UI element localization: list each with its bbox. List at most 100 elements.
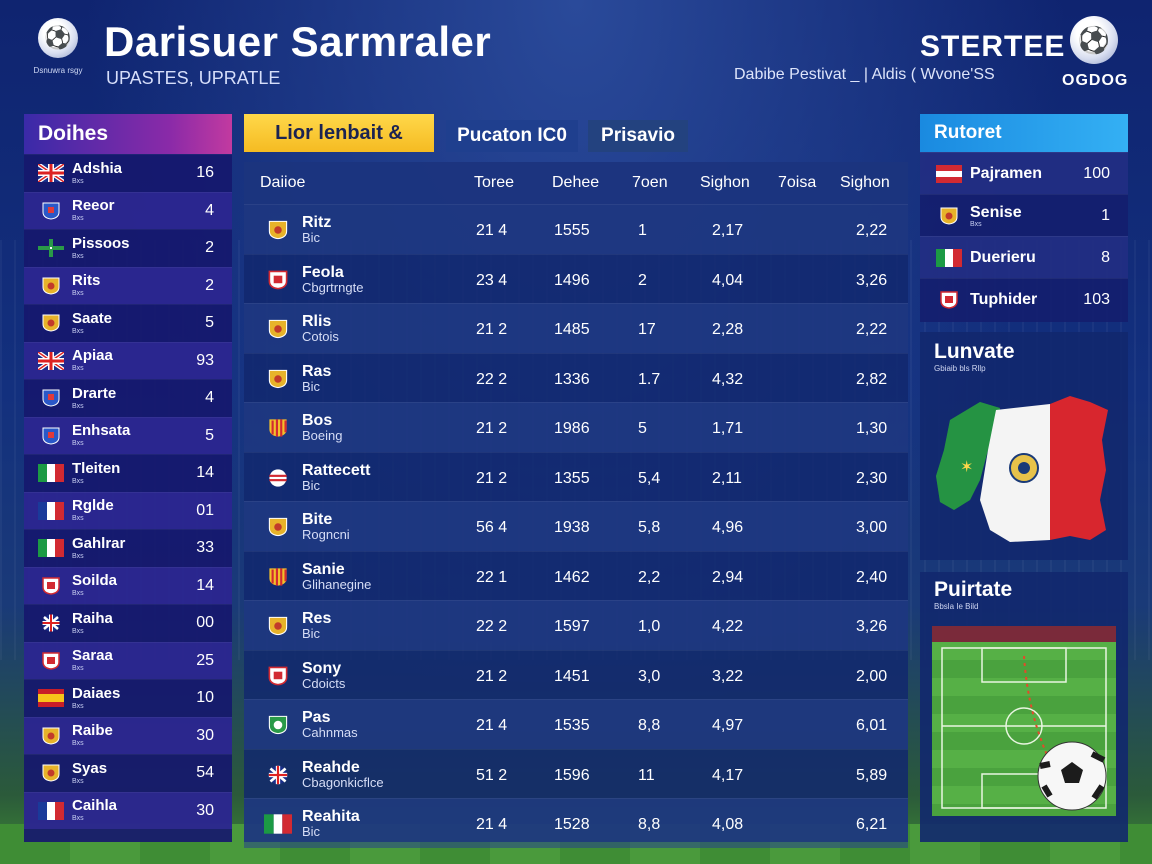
list-item-name: Rits — [72, 272, 101, 290]
list-item[interactable]: Tleiten Bxs 14 — [24, 454, 232, 492]
column-header[interactable]: 7oen — [632, 174, 668, 191]
ranking-item-name: Pajramen — [970, 165, 1043, 182]
list-item-name: Daiaes — [72, 684, 121, 702]
list-item[interactable]: Adshia Bxs 16 — [24, 154, 232, 192]
team-sub: Bic — [302, 378, 321, 394]
table-header: Daiioe Toree Dehee 7oen Sighon 7oisa Sig… — [244, 162, 908, 204]
standings-table: Daiioe Toree Dehee 7oen Sighon 7oisa Sig… — [244, 162, 908, 848]
list-item-sub: Bxs — [72, 177, 84, 185]
table-row[interactable]: Feola Cbgrtrngte 23 4 1496 2 4,04 3,26 — [244, 253, 908, 304]
table-cell: 4,08 — [712, 816, 744, 833]
left-panel: Doihes Adshia Bxs 16 Reeor Bxs 4 Pissoos Bxs 2 Ri… — [24, 114, 232, 842]
italy-flag-icon — [936, 248, 962, 267]
tab-secondary[interactable]: Pucaton IC0 — [446, 120, 578, 152]
table-cell: 21 2 — [476, 321, 508, 338]
page-title: Darisuer Sarmraler — [104, 18, 492, 65]
table-row[interactable]: Rlis Cotois 21 2 1485 17 2,28 2,22 — [244, 303, 908, 353]
list-item[interactable]: Raibe Bxs 30 — [24, 716, 232, 754]
list-item-sub: Bxs — [72, 777, 84, 785]
table-cell: 5,4 — [638, 469, 661, 487]
ranking-item-value: 1 — [1101, 206, 1110, 224]
table-cell: 4,04 — [712, 271, 744, 289]
brand-code: OGDOG — [1062, 72, 1129, 89]
table-cell: 1 — [638, 222, 647, 239]
list-item[interactable]: Pissoos Bxs 2 — [24, 229, 232, 267]
table-row[interactable]: Reahita Bic 21 4 1528 8,8 4,08 6,21 — [244, 798, 908, 848]
table-cell: 21 4 — [476, 222, 508, 239]
table-cell: 4,17 — [712, 766, 744, 784]
column-header[interactable]: 7oisa — [778, 174, 817, 191]
crest-gold-flag-icon — [38, 277, 64, 295]
table-cell: 6,01 — [856, 717, 888, 734]
table-row[interactable]: Pas Cahnmas 21 4 1535 8,8 4,97 6,01 — [244, 699, 908, 749]
crest-gold-flag-icon — [38, 764, 64, 782]
list-item-sub: Bxs — [72, 627, 84, 635]
list-item-name: Gahlrar — [72, 534, 126, 552]
table-row[interactable]: Rattecett Bic 21 2 1355 5,4 2,11 2,30 — [244, 451, 908, 502]
tab-main[interactable]: Lior lenbait & — [244, 114, 434, 152]
table-cell: 1496 — [554, 271, 590, 289]
list-item[interactable]: Reeor Bxs 4 — [24, 191, 232, 229]
team-name: Sony — [302, 659, 342, 677]
list-item[interactable]: Rglde Bxs 01 — [24, 491, 232, 529]
table-cell: 1938 — [554, 519, 590, 536]
list-item[interactable]: Syas Bxs 54 — [24, 754, 232, 792]
table-cell: 2,28 — [712, 321, 744, 338]
column-header[interactable]: Daiioe — [260, 174, 306, 191]
team-name: Rattecett — [302, 461, 371, 479]
ranking-item[interactable]: Pajramen 100 — [920, 152, 1128, 194]
team-name: Res — [302, 610, 332, 627]
team-crest-icon — [264, 562, 292, 592]
list-item[interactable]: Saate Bxs 5 — [24, 304, 232, 342]
column-header[interactable]: Dehee — [552, 174, 600, 191]
table-row[interactable]: Res Bic 22 2 1597 1,0 4,22 3,26 — [244, 600, 908, 650]
list-item-sub: Bxs — [72, 402, 84, 410]
list-item[interactable]: Caihla Bxs 30 — [24, 791, 232, 829]
team-name: Reahde — [302, 758, 360, 776]
list-item[interactable]: Gahlrar Bxs 33 — [24, 529, 232, 567]
team-sub: Cotois — [302, 329, 339, 344]
list-item-value: 5 — [205, 314, 214, 332]
table-cell: 22 1 — [476, 568, 508, 586]
right-panel-title: Rutoret — [920, 114, 1128, 152]
column-header[interactable]: Toree — [474, 174, 515, 191]
ranking-item[interactable]: Senise Bxs 1 — [920, 194, 1128, 236]
table-row[interactable]: Ras Bic 22 2 1336 1.7 4,32 2,82 — [244, 352, 908, 403]
ranking-item[interactable]: Duerieru 8 — [920, 236, 1128, 278]
list-item[interactable]: Soilda Bxs 14 — [24, 566, 232, 604]
team-crest-icon — [264, 512, 292, 542]
table-row[interactable]: Sony Cdoicts 21 2 1451 3,0 3,22 2,00 — [244, 649, 908, 700]
ranking-item-name: Tuphider — [970, 291, 1038, 308]
table-row[interactable]: Reahde Cbagonkicflce 51 2 1596 11 4,17 5,89 — [244, 748, 908, 799]
table-cell: 2,30 — [856, 469, 888, 487]
team-sub: Bic — [302, 230, 321, 245]
list-item[interactable]: Enhsata Bxs 5 — [24, 416, 232, 454]
team-crest-icon — [264, 611, 292, 641]
list-item-sub: Bxs — [72, 665, 84, 673]
crest-red-flag-icon — [38, 577, 64, 595]
column-header[interactable]: Sighon — [840, 174, 890, 191]
tab-third[interactable]: Prisavio — [588, 120, 688, 152]
column-header[interactable]: Sighon — [700, 174, 750, 191]
list-item[interactable]: Apiaa Bxs 93 — [24, 341, 232, 379]
pitch-panel-subtitle: Bbsla Ie Bild — [934, 602, 979, 611]
team-sub: Cbgrtrngte — [302, 279, 364, 295]
table-cell: 3,26 — [856, 618, 888, 635]
table-cell: 1.7 — [638, 370, 661, 388]
crest-red-flag-icon — [936, 290, 962, 309]
table-row[interactable]: Bos Boeing 21 2 1986 5 1,71 1,30 — [244, 402, 908, 452]
team-name: Bos — [302, 412, 333, 429]
ranking-item[interactable]: Tuphider 103 — [920, 278, 1128, 320]
table-row[interactable]: Bite Rogncni 56 4 1938 5,8 4,96 3,00 — [244, 501, 908, 551]
table-cell: 1986 — [554, 420, 590, 437]
list-item[interactable]: Saraa Bxs 25 — [24, 641, 232, 679]
list-item[interactable]: Daiaes Bxs 10 — [24, 679, 232, 717]
table-row[interactable]: Sanie Glihanegine 22 1 1462 2,2 2,94 2,40 — [244, 550, 908, 601]
list-item[interactable]: Rits Bxs 2 — [24, 266, 232, 304]
list-item[interactable]: Drarte Bxs 4 — [24, 379, 232, 417]
list-item[interactable]: Raiha Bxs 00 — [24, 604, 232, 642]
list-item-sub: Bxs — [72, 815, 84, 823]
table-row[interactable]: Ritz Bic 21 4 1555 1 2,17 2,22 — [244, 204, 908, 254]
list-item-sub: Bxs — [72, 477, 84, 485]
table-cell: 5 — [638, 420, 647, 437]
